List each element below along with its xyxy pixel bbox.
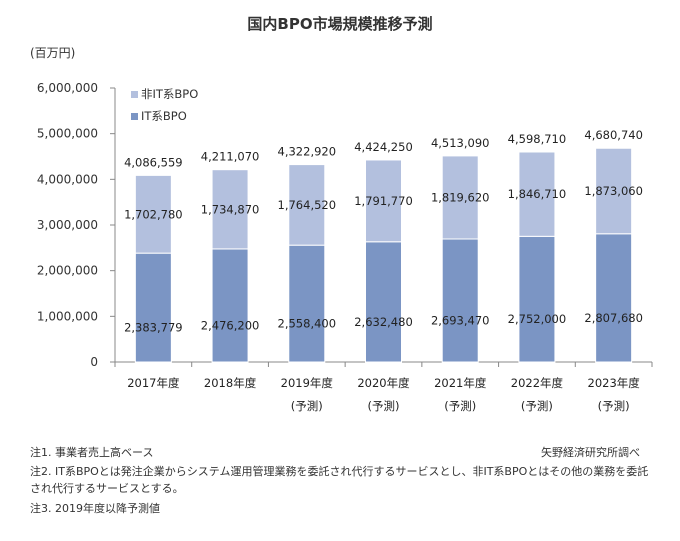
bar-it-bpo	[441, 238, 479, 363]
x-tick-sublabel: (予測)	[368, 399, 400, 413]
y-tick-label: 4,000,000	[37, 172, 98, 186]
chart-title: 国内BPO市場規模推移予測	[247, 15, 432, 33]
x-tick-label: 2018年度	[204, 376, 257, 390]
bar-it-bpo	[518, 235, 556, 363]
x-tick-label: 2019年度	[281, 376, 334, 390]
bar-it-bpo	[288, 244, 326, 363]
data-label: 2,752,000	[508, 312, 567, 326]
data-label: 2,632,480	[354, 315, 413, 329]
stacked-bar-chart: 国内BPO市場規模推移予測 (百万円) 0 1,000,000 2,000,000 3…	[30, 15, 653, 413]
total-label: 4,424,250	[354, 140, 413, 154]
data-label: 1,734,870	[201, 202, 260, 216]
data-label: 2,476,200	[201, 318, 260, 332]
x-tick-label: 2023年度	[588, 376, 641, 390]
total-label: 4,598,710	[508, 132, 567, 146]
y-tick-label: 6,000,000	[37, 81, 98, 95]
bar-non-it-bpo	[518, 151, 556, 237]
data-label: 2,558,400	[278, 317, 337, 331]
total-label: 4,086,559	[124, 155, 183, 169]
x-tick-label: 2017年度	[127, 376, 180, 390]
data-label: 2,383,779	[124, 321, 183, 335]
bar-it-bpo	[365, 241, 402, 363]
data-label: 1,819,620	[431, 190, 490, 204]
x-tick-sublabel: (予測)	[598, 399, 630, 413]
bar-it-bpo	[595, 233, 633, 363]
data-label: 2,807,680	[584, 311, 643, 325]
bar-it-bpo	[134, 252, 172, 363]
note-1: 注1. 事業者売上高ベース	[30, 446, 154, 459]
legend-swatch	[131, 91, 138, 98]
x-tick-sublabel: (予測)	[521, 399, 553, 413]
total-label: 4,322,920	[278, 145, 337, 159]
x-tick-sublabel: (予測)	[291, 399, 323, 413]
x-tick-sublabel: (予測)	[444, 399, 476, 413]
bar-non-it-bpo	[211, 169, 249, 250]
legend-label: 非IT系BPO	[141, 87, 198, 101]
data-label: 2,693,470	[431, 313, 490, 327]
bar-non-it-bpo	[134, 174, 172, 254]
y-tick-label: 0	[90, 355, 98, 369]
y-tick-label: 2,000,000	[37, 264, 98, 278]
source-label: 矢野経済研究所調べ	[541, 446, 640, 459]
note-2: 注2. IT系BPOとは発注企業からシステム運用管理業務を委託され代行するサービ…	[30, 465, 649, 495]
x-tick-label: 2022年度	[511, 376, 564, 390]
bar-it-bpo	[211, 248, 249, 363]
data-label: 1,791,770	[354, 194, 413, 208]
data-label: 1,702,780	[124, 207, 183, 221]
data-label: 1,764,520	[278, 198, 337, 212]
total-label: 4,680,740	[584, 128, 643, 142]
y-tick-label: 1,000,000	[37, 309, 98, 323]
total-label: 4,211,070	[201, 150, 260, 164]
legend-label: IT系BPO	[141, 109, 187, 123]
legend-swatch	[131, 113, 138, 120]
total-label: 4,513,090	[431, 136, 490, 150]
bar-non-it-bpo	[288, 164, 326, 246]
y-tick-label: 3,000,000	[37, 218, 98, 232]
data-label: 1,846,710	[508, 187, 567, 201]
note-3: 注3. 2019年度以降予測値	[30, 502, 160, 515]
y-tick-label: 5,000,000	[37, 127, 98, 141]
y-axis-unit-label: (百万円)	[30, 46, 75, 60]
x-tick-label: 2021年度	[434, 376, 487, 390]
bar-non-it-bpo	[365, 159, 402, 243]
bar-non-it-bpo	[441, 155, 479, 240]
x-tick-label: 2020年度	[357, 376, 410, 390]
bar-non-it-bpo	[595, 147, 633, 235]
data-label: 1,873,060	[584, 184, 643, 198]
